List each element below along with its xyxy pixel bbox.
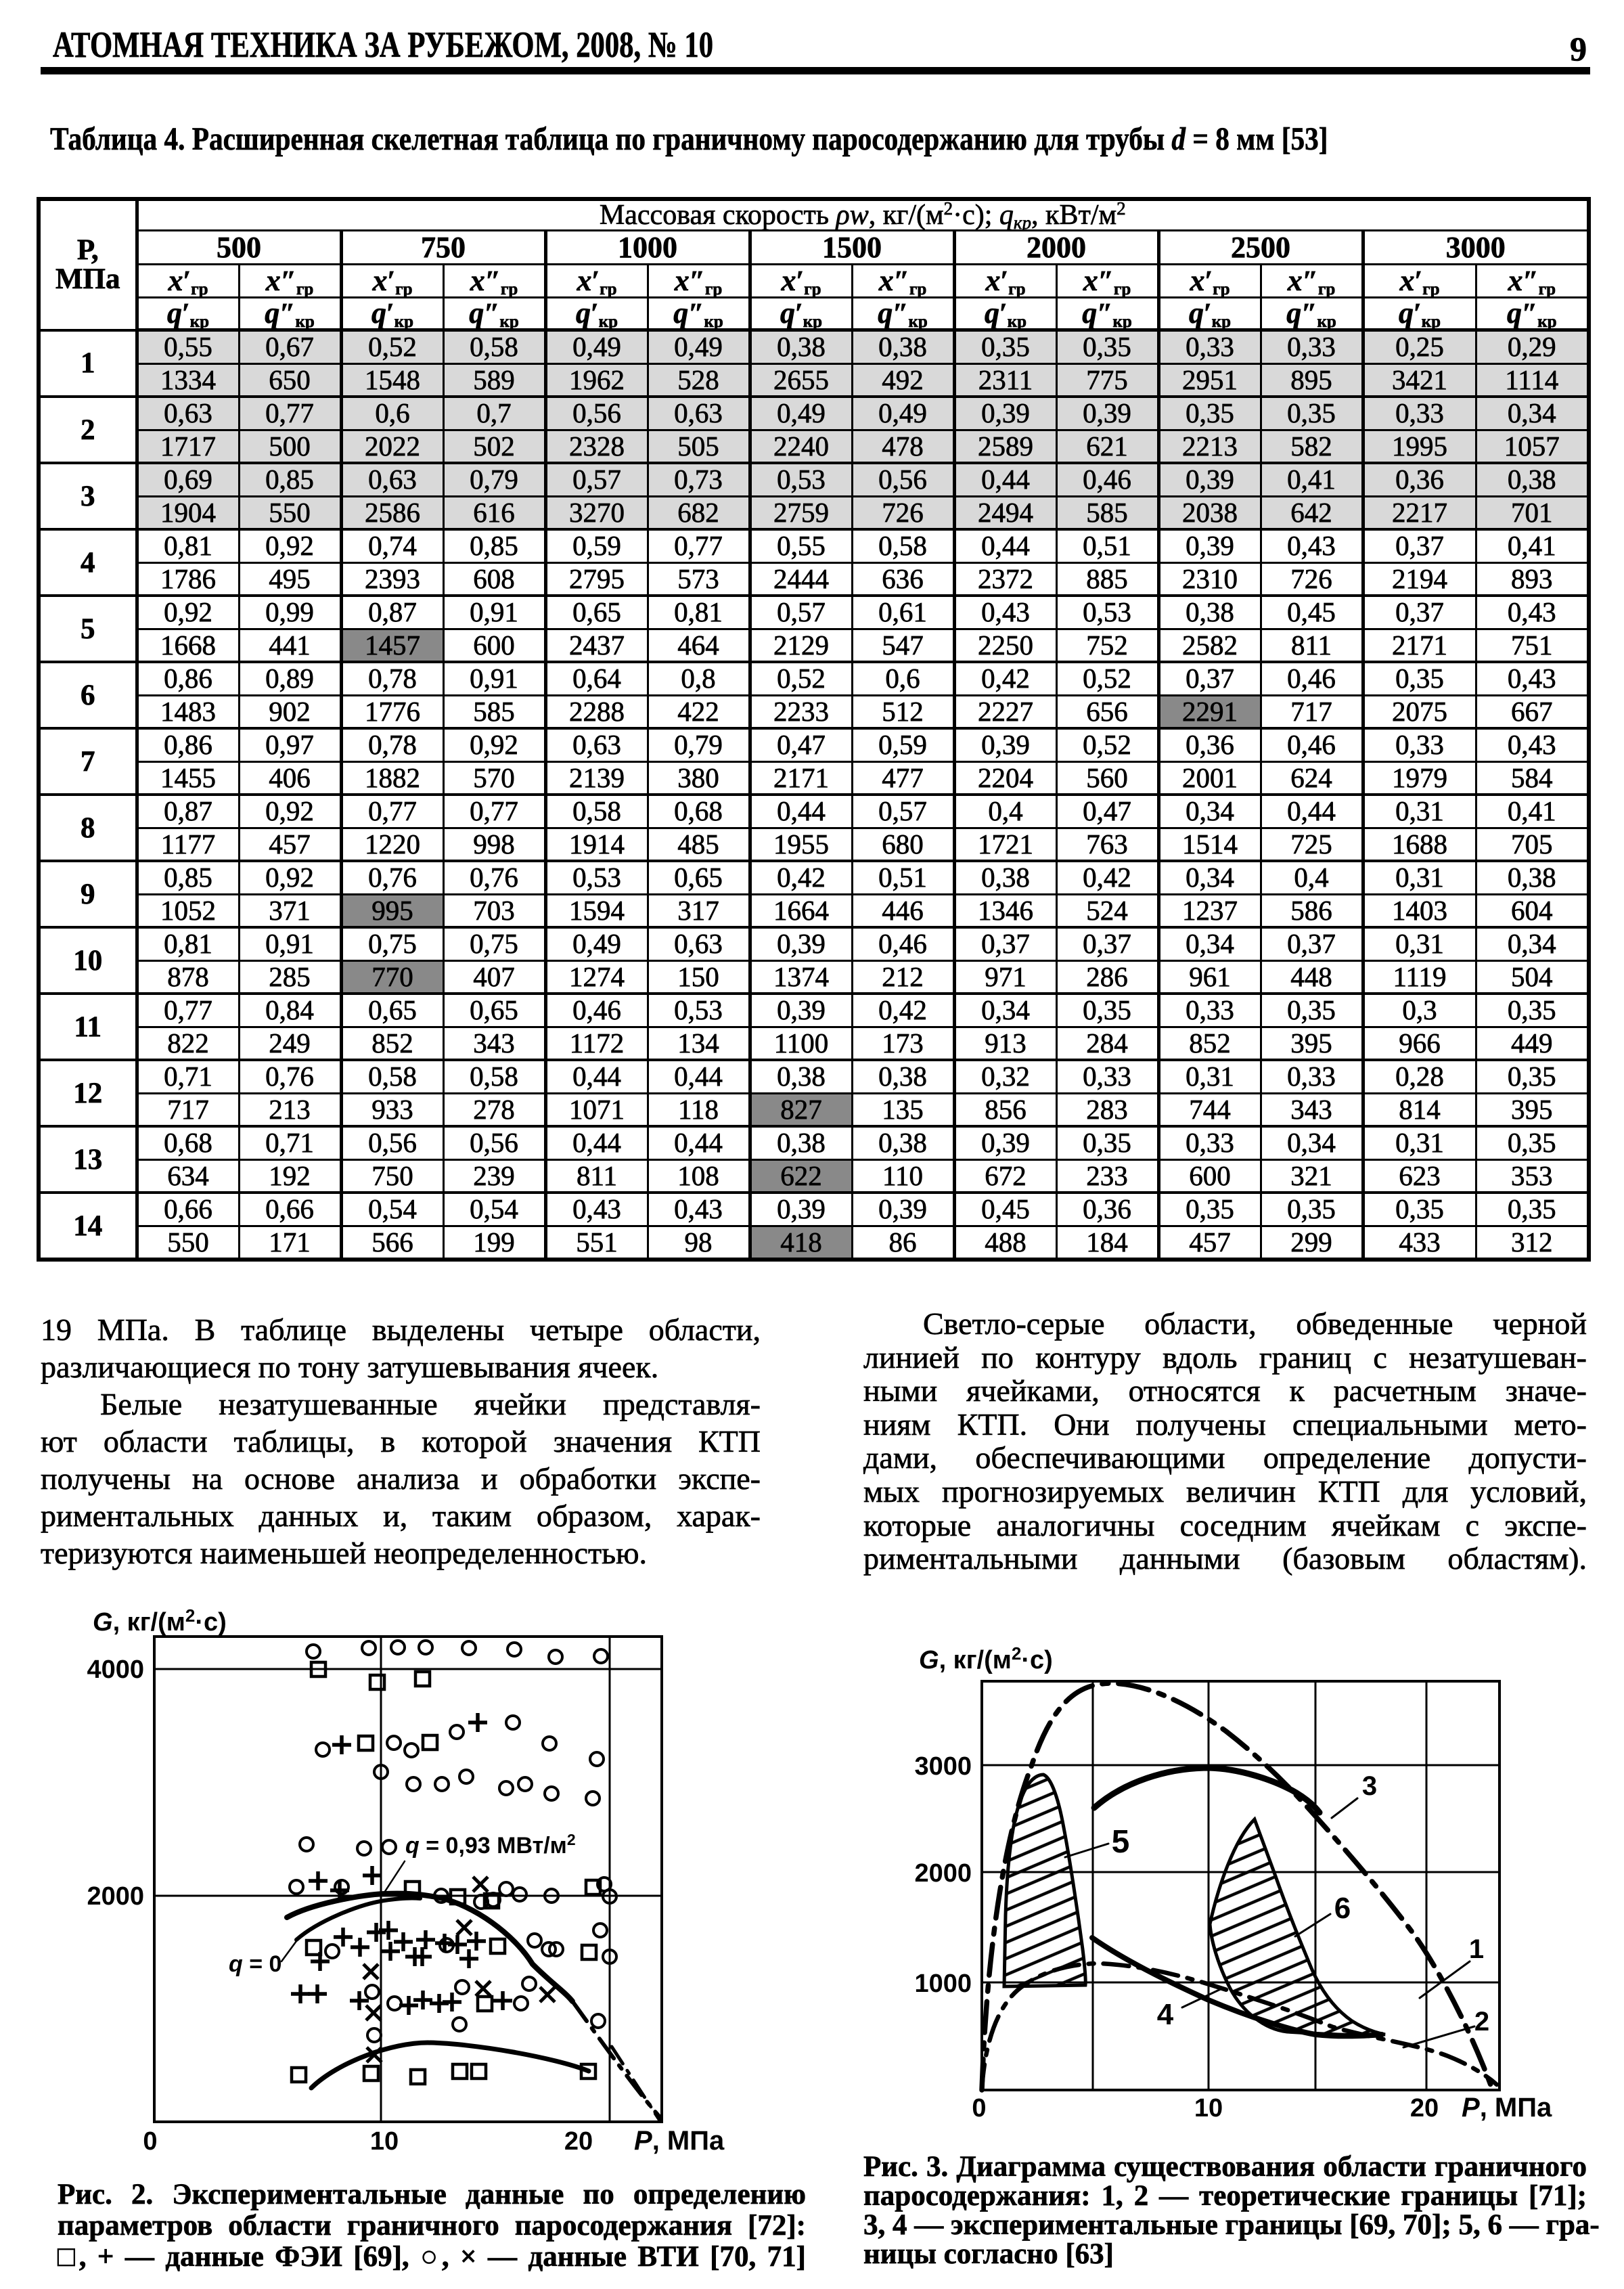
svg-text:0: 0 (143, 2127, 157, 2154)
svg-text:1000: 1000 (914, 1970, 972, 1998)
svg-text:5: 5 (1112, 1824, 1130, 1860)
svg-text:10: 10 (1194, 2094, 1223, 2123)
svg-text:4: 4 (1157, 1998, 1174, 2031)
svg-text:q = 0,93 МВт/м2: q = 0,93 МВт/м2 (405, 1831, 576, 1859)
svg-text:20: 20 (1410, 2094, 1439, 2123)
svg-text:10: 10 (370, 2127, 399, 2154)
svg-text:0: 0 (972, 2094, 986, 2123)
svg-text:6: 6 (1334, 1892, 1351, 1925)
svg-text:G, кг/(м2·с): G, кг/(м2·с) (93, 1605, 227, 1637)
svg-text:3: 3 (1362, 1771, 1377, 1801)
svg-text:G, кг/(м2·с): G, кг/(м2·с) (919, 1643, 1053, 1674)
svg-text:1: 1 (1469, 1934, 1484, 1964)
svg-text:3000: 3000 (914, 1752, 972, 1781)
svg-text:q = 0: q = 0 (229, 1951, 281, 1977)
svg-text:20: 20 (564, 2127, 593, 2154)
svg-text:P, МПа: P, МПа (634, 2126, 725, 2154)
svg-text:2000: 2000 (914, 1859, 972, 1888)
svg-text:2: 2 (1474, 2007, 1489, 2037)
svg-text:P, МПа: P, МПа (1462, 2093, 1552, 2123)
svg-text:2000: 2000 (87, 1882, 144, 1911)
svg-text:4000: 4000 (87, 1655, 144, 1684)
